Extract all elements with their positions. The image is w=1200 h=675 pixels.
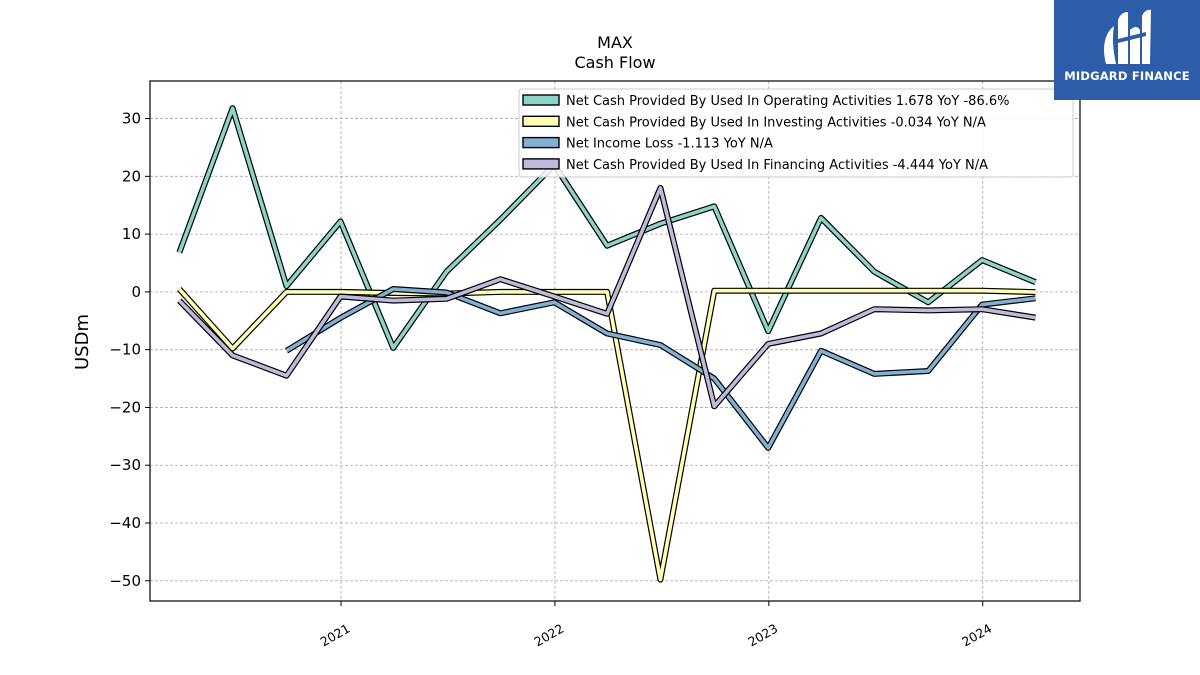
legend-box [518,88,1074,178]
y-tick-label: −50 [109,572,141,590]
y-tick-label: 20 [122,167,141,185]
legend-swatch [522,94,560,106]
chart-title: MAX [597,33,633,52]
y-tick-label: 0 [131,283,141,301]
legend: Net Cash Provided By Used In Operating A… [518,88,1074,178]
plot-frame [149,80,1081,602]
chart-subtitle: Cash Flow [574,53,655,72]
legend-swatch [522,115,560,128]
legend-swatch [522,158,560,170]
legend-label: Net Cash Provided By Used In Financing A… [566,158,988,173]
y-axis-label: USDm [72,314,93,370]
x-tick-label: 2023 [745,621,780,650]
y-tick-label: −20 [109,398,141,416]
midgard-mark-icon [1104,9,1151,64]
x-tick-label: 2024 [959,621,994,650]
legend-swatch [522,136,560,149]
y-tick-label: 30 [122,110,141,128]
x-tick-label: 2021 [317,621,352,650]
legend-label: Net Income Loss -1.113 YoY N/A [566,137,773,152]
series-lines [176,105,1037,583]
x-tick-label: 2022 [531,621,566,650]
series-2-line [285,287,1036,450]
brand-logo: MIDGARD FINANCE [1054,0,1200,100]
series-3-line [178,186,1036,409]
y-tick-label: −30 [109,456,141,474]
x-axis-ticks: 2021 2022 2023 2024 [317,601,994,650]
y-axis-ticks: 30 20 10 0 −10 −20 −30 −40 −50 [109,110,150,590]
series-0-line [177,106,1037,350]
y-tick-label: −40 [109,514,141,532]
brand-name: MIDGARD FINANCE [1064,69,1190,83]
series-1-line [177,287,1036,582]
y-tick-label: 10 [122,225,141,243]
legend-label: Net Cash Provided By Used In Investing A… [566,115,986,130]
y-tick-label: −10 [109,341,141,359]
legend-label: Net Cash Provided By Used In Operating A… [566,94,1009,109]
